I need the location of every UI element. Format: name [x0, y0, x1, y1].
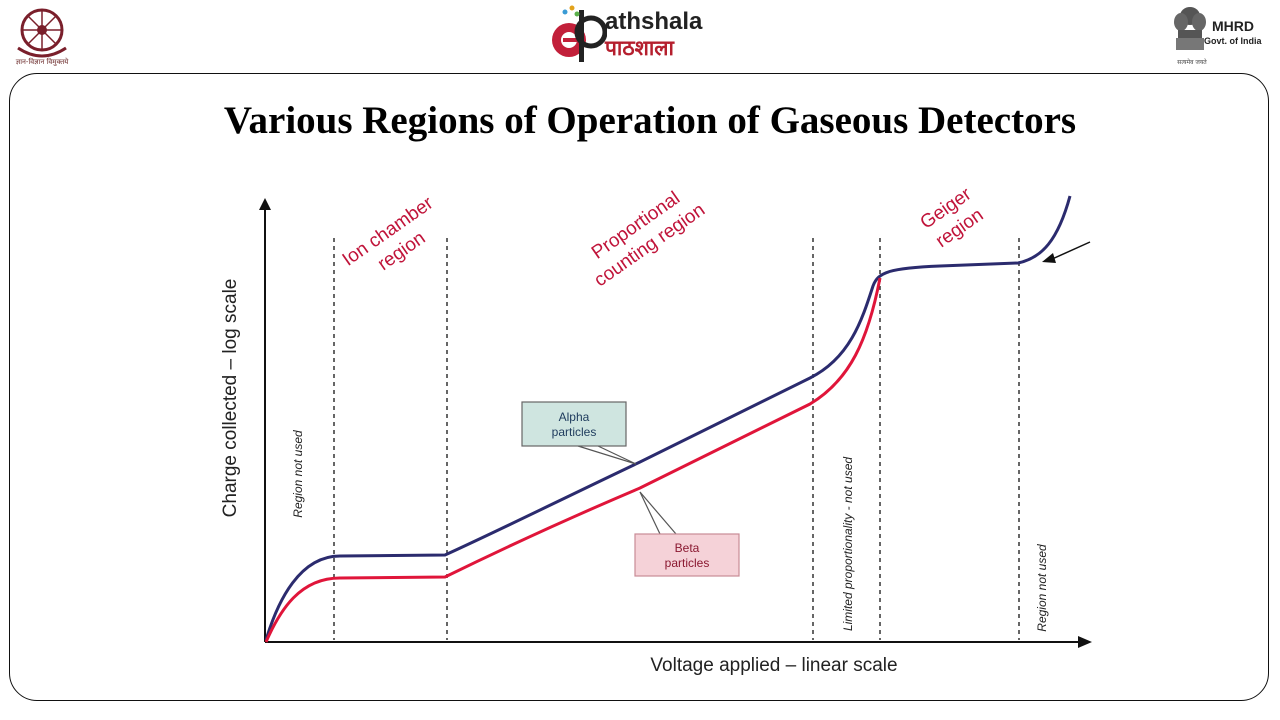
region-label-1: Region not used	[291, 430, 305, 518]
chakra-emblem-icon	[17, 8, 67, 58]
arrow-head-icon	[1042, 253, 1056, 263]
slide-title: Various Regions of Operation of Gaseous …	[223, 99, 1077, 142]
region-label-6: Region not used	[1035, 544, 1049, 632]
y-axis-arrow-icon	[259, 198, 271, 210]
mhrd-logo: MHRD Govt. of India सत्यमेव जयते	[1172, 4, 1276, 68]
epathshala-e-icon	[552, 5, 608, 62]
beta-series-line	[264, 277, 882, 643]
alpha-legend-box	[521, 401, 627, 447]
mhrd-name: MHRD	[1212, 18, 1254, 34]
alpha-legend-line-2: particles	[552, 425, 597, 439]
y-axis-label: Charge collected – log scale	[220, 279, 241, 518]
brand-english: athshala	[605, 8, 703, 35]
beta-legend-box	[634, 533, 740, 577]
region-label-3: Proportionalcounting region	[577, 180, 709, 291]
region-label-2: Ion chamberregion	[339, 192, 452, 290]
geiger-breakdown-arrow	[1042, 241, 1091, 263]
emblem-motto: सत्यमेव जयते	[1177, 59, 1207, 66]
alpha-legend-callout: Alpha particles	[521, 401, 637, 465]
ashoka-emblem-icon	[1174, 7, 1206, 50]
region-label-1-line-1: Region not used	[291, 430, 305, 518]
brand-hindi: पाठशाला	[605, 36, 674, 60]
slide-header: ज्ञान-विज्ञान विमुक्तये athshala पाठशाला…	[0, 0, 1280, 74]
region-dividers	[333, 238, 1020, 640]
alpha-series-line	[264, 195, 1072, 641]
region-label-6-line-1: Region not used	[1035, 544, 1049, 632]
region-label-5: Geigerregion	[917, 183, 990, 253]
beta-legend-callout: Beta particles	[634, 491, 740, 577]
x-axis-label: Voltage applied – linear scale	[650, 655, 897, 676]
region-label-4: Limited proportionality - not used	[841, 457, 855, 631]
mhrd-subtitle: Govt. of India	[1204, 36, 1262, 46]
slide-frame	[9, 73, 1269, 701]
beta-legend-line-1: Beta	[675, 541, 700, 555]
alpha-legend-line-1: Alpha	[559, 410, 590, 424]
region-label-4-line-1: Limited proportionality - not used	[841, 457, 855, 631]
epathshala-logo: athshala पाठशाला	[545, 2, 735, 66]
beta-legend-line-2: particles	[665, 556, 710, 570]
university-motto: ज्ञान-विज्ञान विमुक्तये	[15, 58, 69, 66]
university-logo	[10, 4, 74, 72]
axes	[259, 198, 1092, 648]
x-axis-arrow-icon	[1078, 636, 1092, 648]
